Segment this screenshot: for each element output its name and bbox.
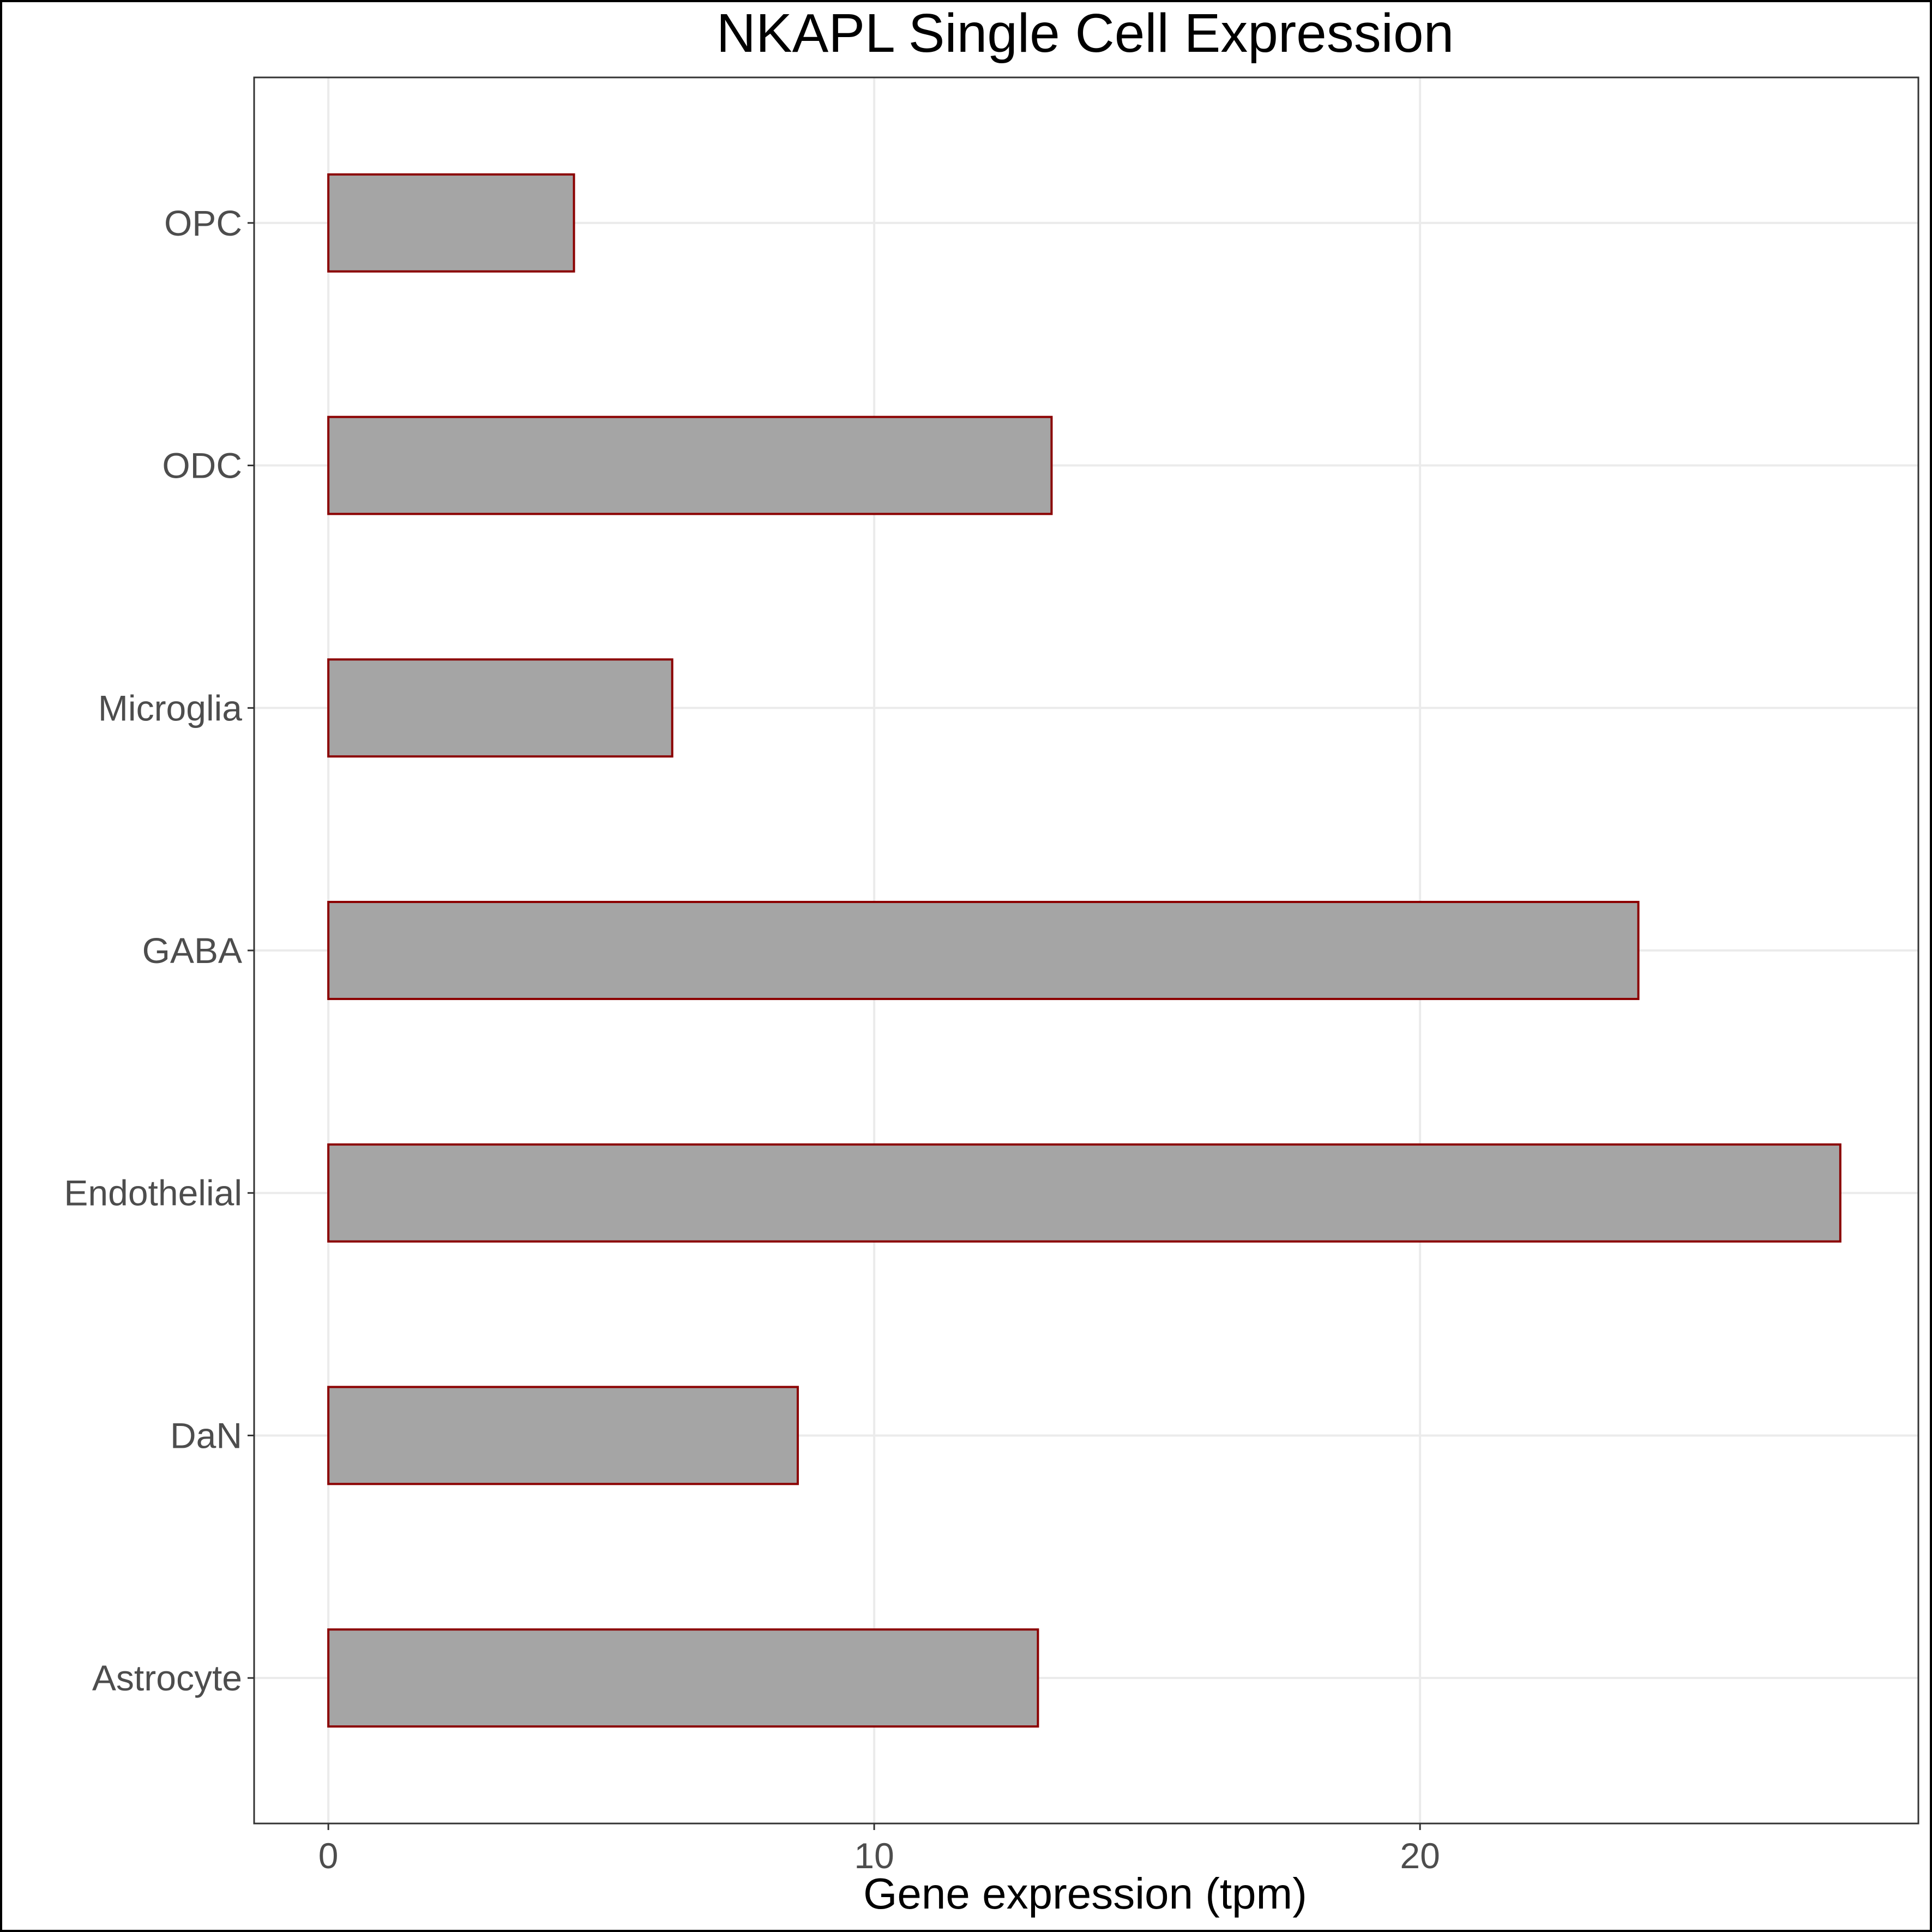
- y-tick-label-opc: OPC: [164, 203, 242, 243]
- bar-endothelial: [327, 1143, 1841, 1243]
- bar-opc: [327, 173, 575, 273]
- chart-title: NKAPL Single Cell Expression: [717, 3, 1454, 64]
- x-tick-label: 0: [318, 1835, 339, 1876]
- x-axis-label: Gene expression (tpm): [863, 1869, 1307, 1918]
- x-tick-label: 20: [1400, 1835, 1440, 1876]
- bar-odc: [327, 416, 1053, 515]
- bar-dan: [327, 1386, 799, 1485]
- y-tick-label-microglia: Microglia: [98, 688, 242, 728]
- y-tick-label-gaba: GABA: [142, 930, 242, 971]
- y-tick-label-dan: DaN: [170, 1415, 242, 1455]
- y-tick-label-astrocyte: Astrocyte: [92, 1658, 242, 1698]
- bar-microglia: [327, 658, 673, 758]
- y-tick-label-endothelial: Endothelial: [64, 1173, 242, 1213]
- y-tick-label-odc: ODC: [162, 446, 242, 486]
- y-axis-ticks: Astrocyte DaN Endothelial GABA Microglia ODC O…: [64, 203, 254, 1698]
- x-tick-label: 10: [854, 1835, 894, 1876]
- bar-astrocyte: [327, 1628, 1039, 1728]
- x-axis-ticks: 0 10 20: [318, 1823, 1440, 1876]
- bars: [327, 173, 1841, 1728]
- bar-gaba: [327, 901, 1640, 1000]
